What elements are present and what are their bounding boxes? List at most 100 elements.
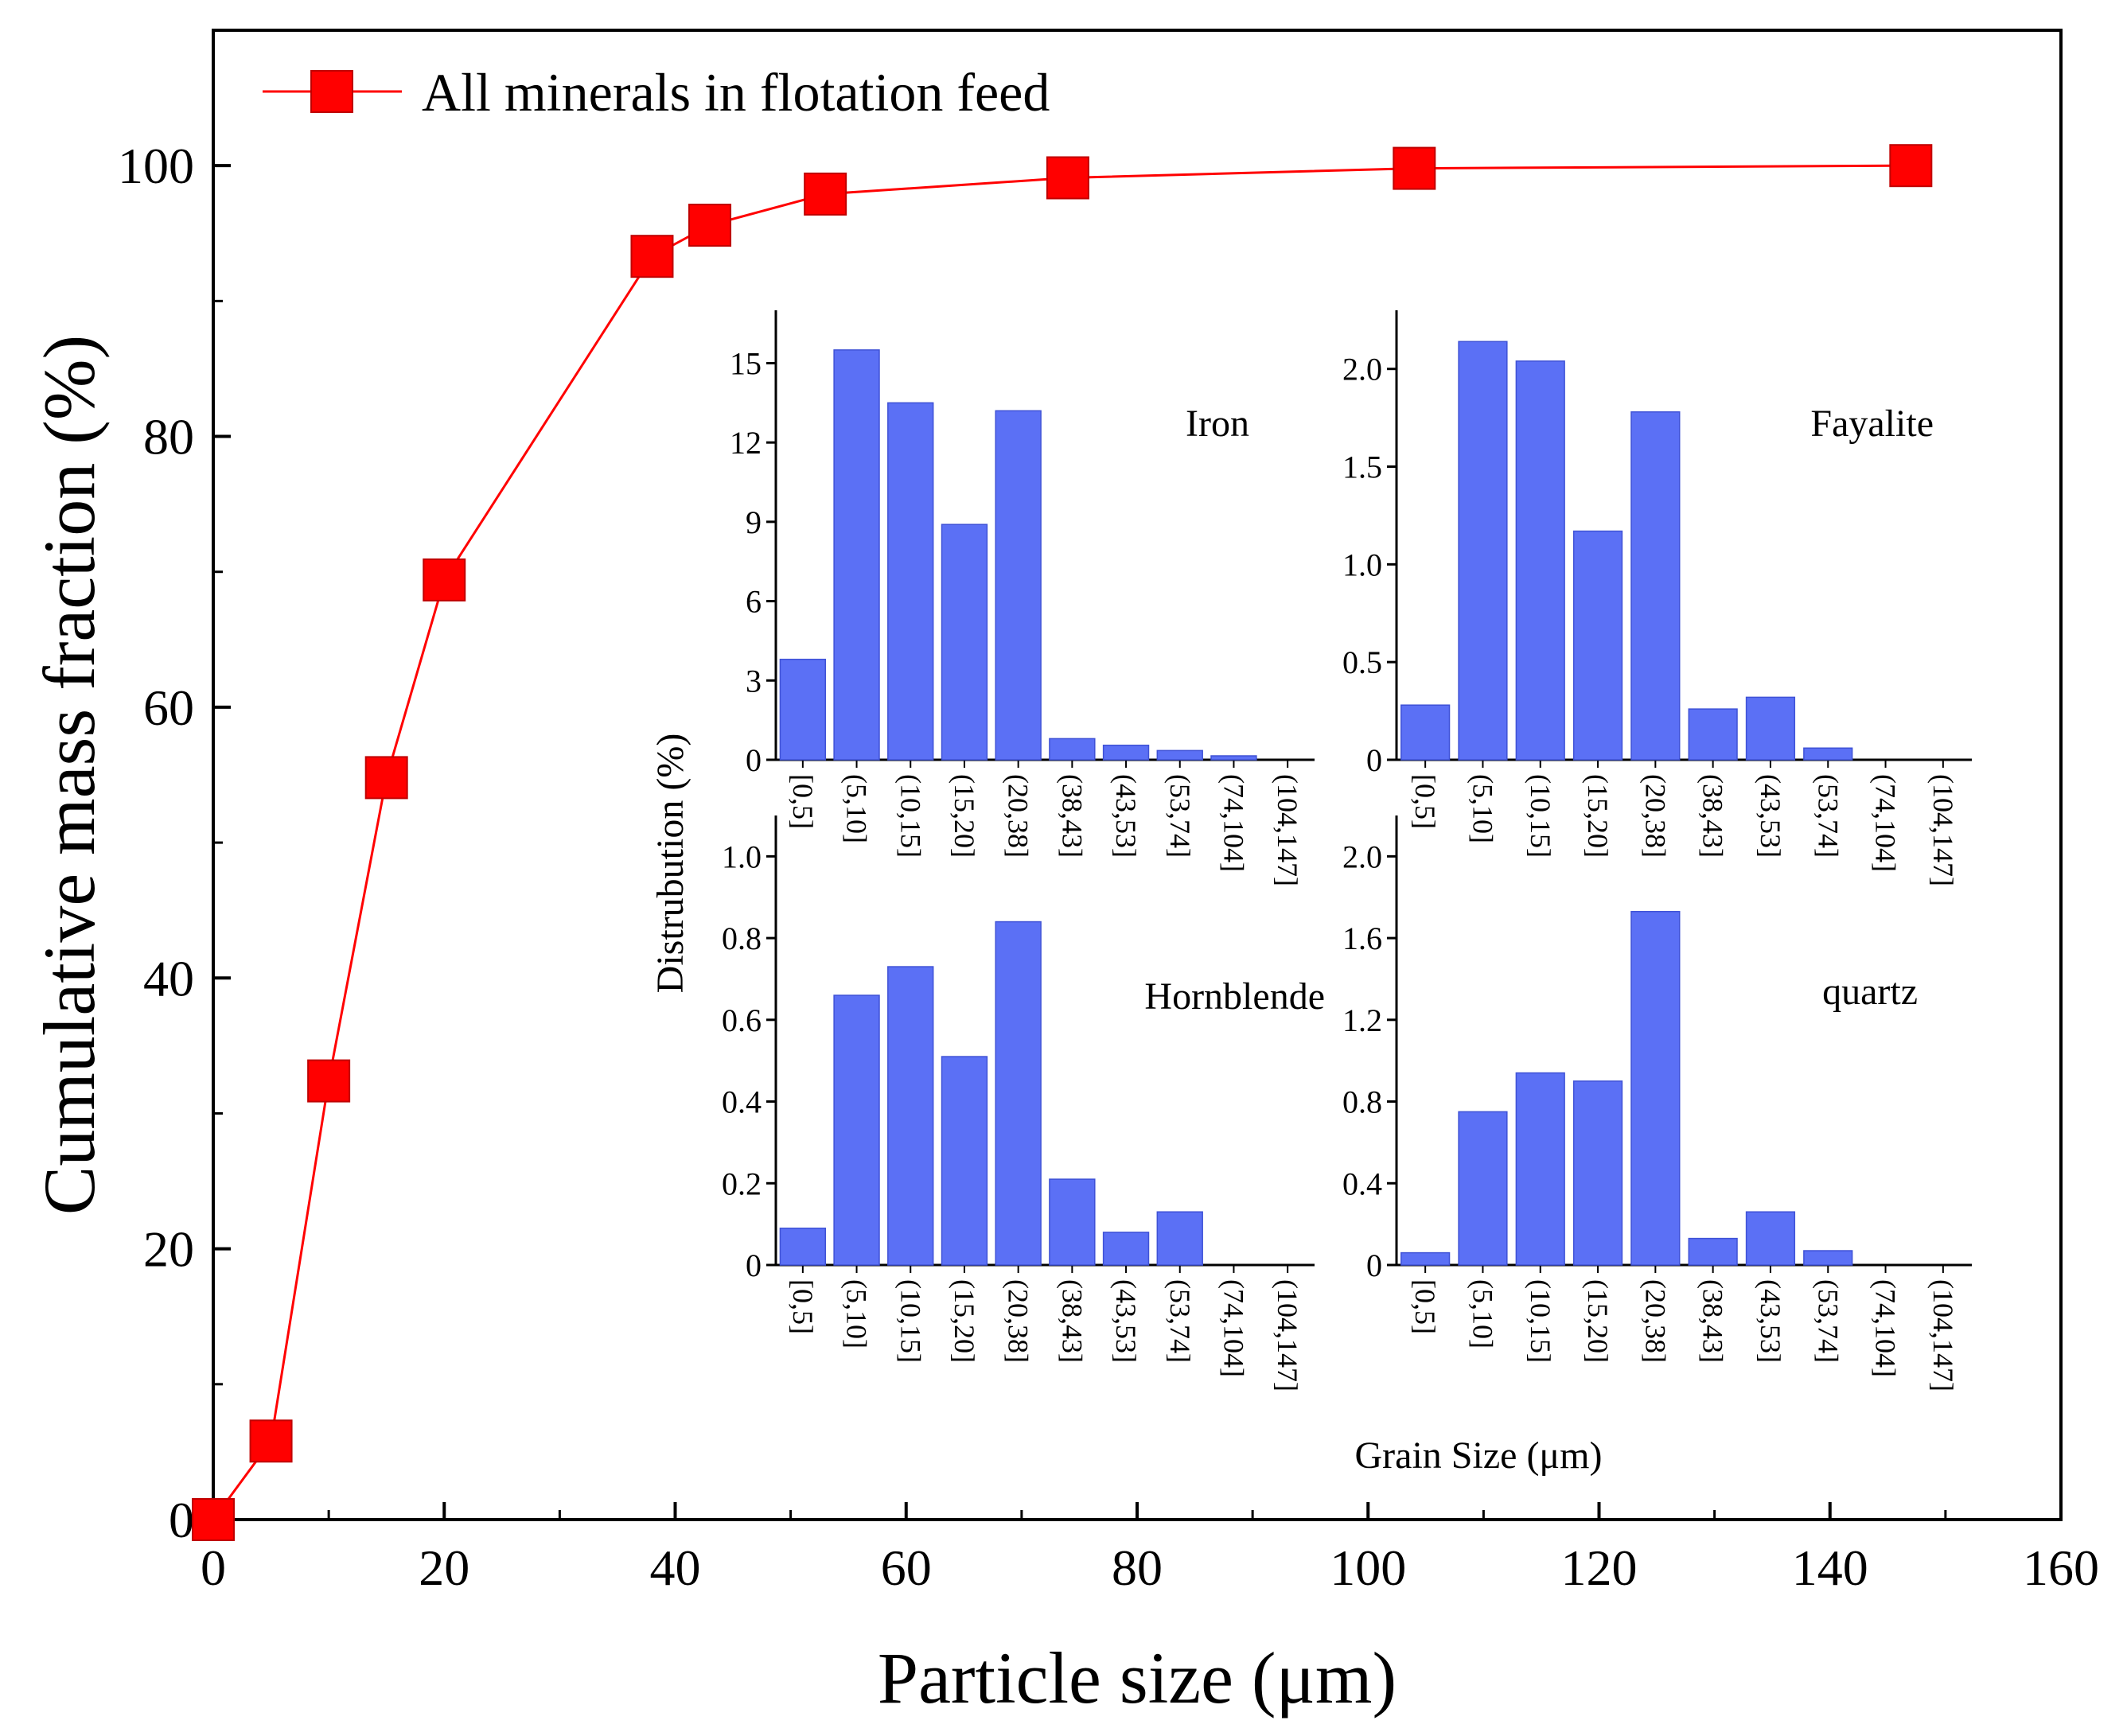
inset-category-label: (10,15] xyxy=(894,774,926,858)
inset-y-tick-label: 0.4 xyxy=(1342,1166,1382,1201)
bar xyxy=(1745,1211,1796,1266)
bar xyxy=(995,921,1042,1266)
x-tick-label: 60 xyxy=(881,1539,932,1596)
bar xyxy=(1049,738,1096,761)
bar xyxy=(941,524,988,761)
bar xyxy=(779,658,827,761)
inset-category-label: [0,5] xyxy=(787,774,819,829)
bar xyxy=(1688,708,1738,761)
bar xyxy=(1458,341,1508,761)
y-tick-label: 40 xyxy=(143,950,194,1006)
bar xyxy=(1156,749,1203,761)
inset-y-tick-label: 0.6 xyxy=(722,1002,762,1038)
inset-category-label: (53,74] xyxy=(1164,1279,1196,1363)
inset-category-label: (10,15] xyxy=(1525,1279,1556,1363)
inset-category-label: (74,104] xyxy=(1217,774,1249,872)
bar xyxy=(1803,747,1853,761)
inset-category-label: (15,20] xyxy=(949,1279,980,1363)
y-tick-label: 80 xyxy=(143,409,194,465)
x-tick-label: 120 xyxy=(1561,1539,1638,1596)
bar xyxy=(1400,1251,1451,1266)
bar xyxy=(1630,411,1681,761)
bar xyxy=(833,349,880,761)
x-tick-label: 160 xyxy=(2023,1539,2099,1596)
inset-histograms: 0 3 6 9 12 15 [0,5] (5,10] (10,15] (15,20] (20,38]… xyxy=(722,310,1972,1392)
bar xyxy=(1515,1072,1565,1266)
x-tick-label: 0 xyxy=(201,1539,226,1596)
inset-category-label: (5,10] xyxy=(1467,1279,1498,1349)
x-tick-label: 140 xyxy=(1792,1539,1868,1596)
inset-category-label: (53,74] xyxy=(1164,774,1196,858)
inset-category-label: (104,147] xyxy=(1927,774,1959,886)
inset-y-tick-label: 1.5 xyxy=(1342,450,1382,485)
x-axis-label: Particle size (μm) xyxy=(878,1637,1397,1718)
y-tick-label: 20 xyxy=(143,1221,194,1278)
x-tick-label: 100 xyxy=(1330,1539,1406,1596)
inset-y-tick-label: 0 xyxy=(746,742,762,778)
inset-y-tick-label: 0 xyxy=(1366,742,1382,778)
inset-y-tick-label: 0 xyxy=(746,1248,762,1283)
inset-y-tick-label: 2.0 xyxy=(1342,352,1382,387)
data-point-marker xyxy=(423,558,466,601)
bar xyxy=(779,1228,827,1266)
inset-category-label: (53,74] xyxy=(1812,774,1844,858)
bar xyxy=(1400,704,1451,761)
inset-y-axis-label: Distrubution (%) xyxy=(649,734,691,994)
inset-y-tick-label: 1.2 xyxy=(1342,1002,1382,1038)
inset-title: Fayalite xyxy=(1810,403,1934,445)
inset-category-label: (104,147] xyxy=(1272,1279,1303,1392)
inset-y-tick-label: 12 xyxy=(730,425,762,461)
inset-y-tick-label: 0.8 xyxy=(1342,1084,1382,1120)
inset-category-label: (5,10] xyxy=(1467,774,1498,843)
bar xyxy=(833,995,880,1266)
inset-y-tick-label: 3 xyxy=(746,663,762,699)
data-point-marker xyxy=(192,1498,235,1541)
y-tick-label: 0 xyxy=(169,1492,194,1548)
y-tick-label: 60 xyxy=(143,679,194,736)
inset-y-tick-label: 0.2 xyxy=(722,1166,762,1201)
bar xyxy=(1572,1080,1623,1266)
inset-y-tick-label: 0.4 xyxy=(722,1084,762,1120)
inset-category-label: (74,104] xyxy=(1217,1279,1249,1377)
inset-y-tick-label: 6 xyxy=(746,584,762,620)
x-tick-label: 20 xyxy=(419,1539,469,1596)
bar xyxy=(1049,1178,1096,1266)
bar xyxy=(995,410,1042,761)
inset-category-label: (15,20] xyxy=(1582,1279,1614,1363)
inset-category-label: (38,43] xyxy=(1056,774,1088,858)
bar xyxy=(1156,1211,1203,1266)
bar xyxy=(1630,910,1681,1266)
data-point-marker xyxy=(249,1419,293,1463)
data-point-marker xyxy=(1889,144,1933,188)
inset-y-tick-label: 1.0 xyxy=(1342,547,1382,582)
inset-title: Iron xyxy=(1186,403,1249,445)
inset-category-label: (43,53] xyxy=(1110,774,1142,858)
bar xyxy=(1102,744,1150,761)
bar xyxy=(1515,360,1565,761)
inset-category-label: (38,43] xyxy=(1056,1279,1088,1363)
inset-category-label: (53,74] xyxy=(1812,1279,1844,1363)
inset-category-label: (20,38] xyxy=(1639,1279,1671,1363)
inset-hornblende: 0 0.2 0.4 0.6 0.8 1.0 [0,5] (5,10] (10,15] (15,20… xyxy=(722,815,1325,1392)
inset-category-label: (15,20] xyxy=(1582,774,1614,858)
bar xyxy=(941,1056,988,1266)
inset-category-label: (5,10] xyxy=(841,1279,873,1349)
inset-iron: 0 3 6 9 12 15 [0,5] (5,10] (10,15] (15,20] (20,38]… xyxy=(730,310,1315,886)
bar xyxy=(1572,530,1623,761)
inset-quartz: 0 0.4 0.8 1.2 1.6 2.0 [0,5] (5,10] (10,15] (15,20… xyxy=(1342,815,1972,1392)
x-tick-label: 40 xyxy=(650,1539,701,1596)
inset-y-tick-label: 0 xyxy=(1366,1248,1382,1283)
inset-y-tick-label: 1.6 xyxy=(1342,921,1382,956)
inset-y-tick-label: 0.5 xyxy=(1342,644,1382,680)
inset-category-label: (104,147] xyxy=(1927,1279,1959,1392)
data-point-marker xyxy=(804,172,847,216)
inset-fayalite: 0 0.5 1.0 1.5 2.0 [0,5] (5,10] (10,15] (15,20] (2… xyxy=(1342,310,1972,886)
y-axis-label: Cumulative mass fraction (%) xyxy=(29,335,110,1215)
inset-category-label: (74,104] xyxy=(1870,1279,1902,1377)
inset-y-tick-label: 0.8 xyxy=(722,921,762,956)
inset-category-label: [0,5] xyxy=(1409,1279,1441,1334)
bar xyxy=(1102,1232,1150,1266)
inset-category-label: (74,104] xyxy=(1870,774,1902,872)
inset-title: Hornblende xyxy=(1144,975,1325,1018)
